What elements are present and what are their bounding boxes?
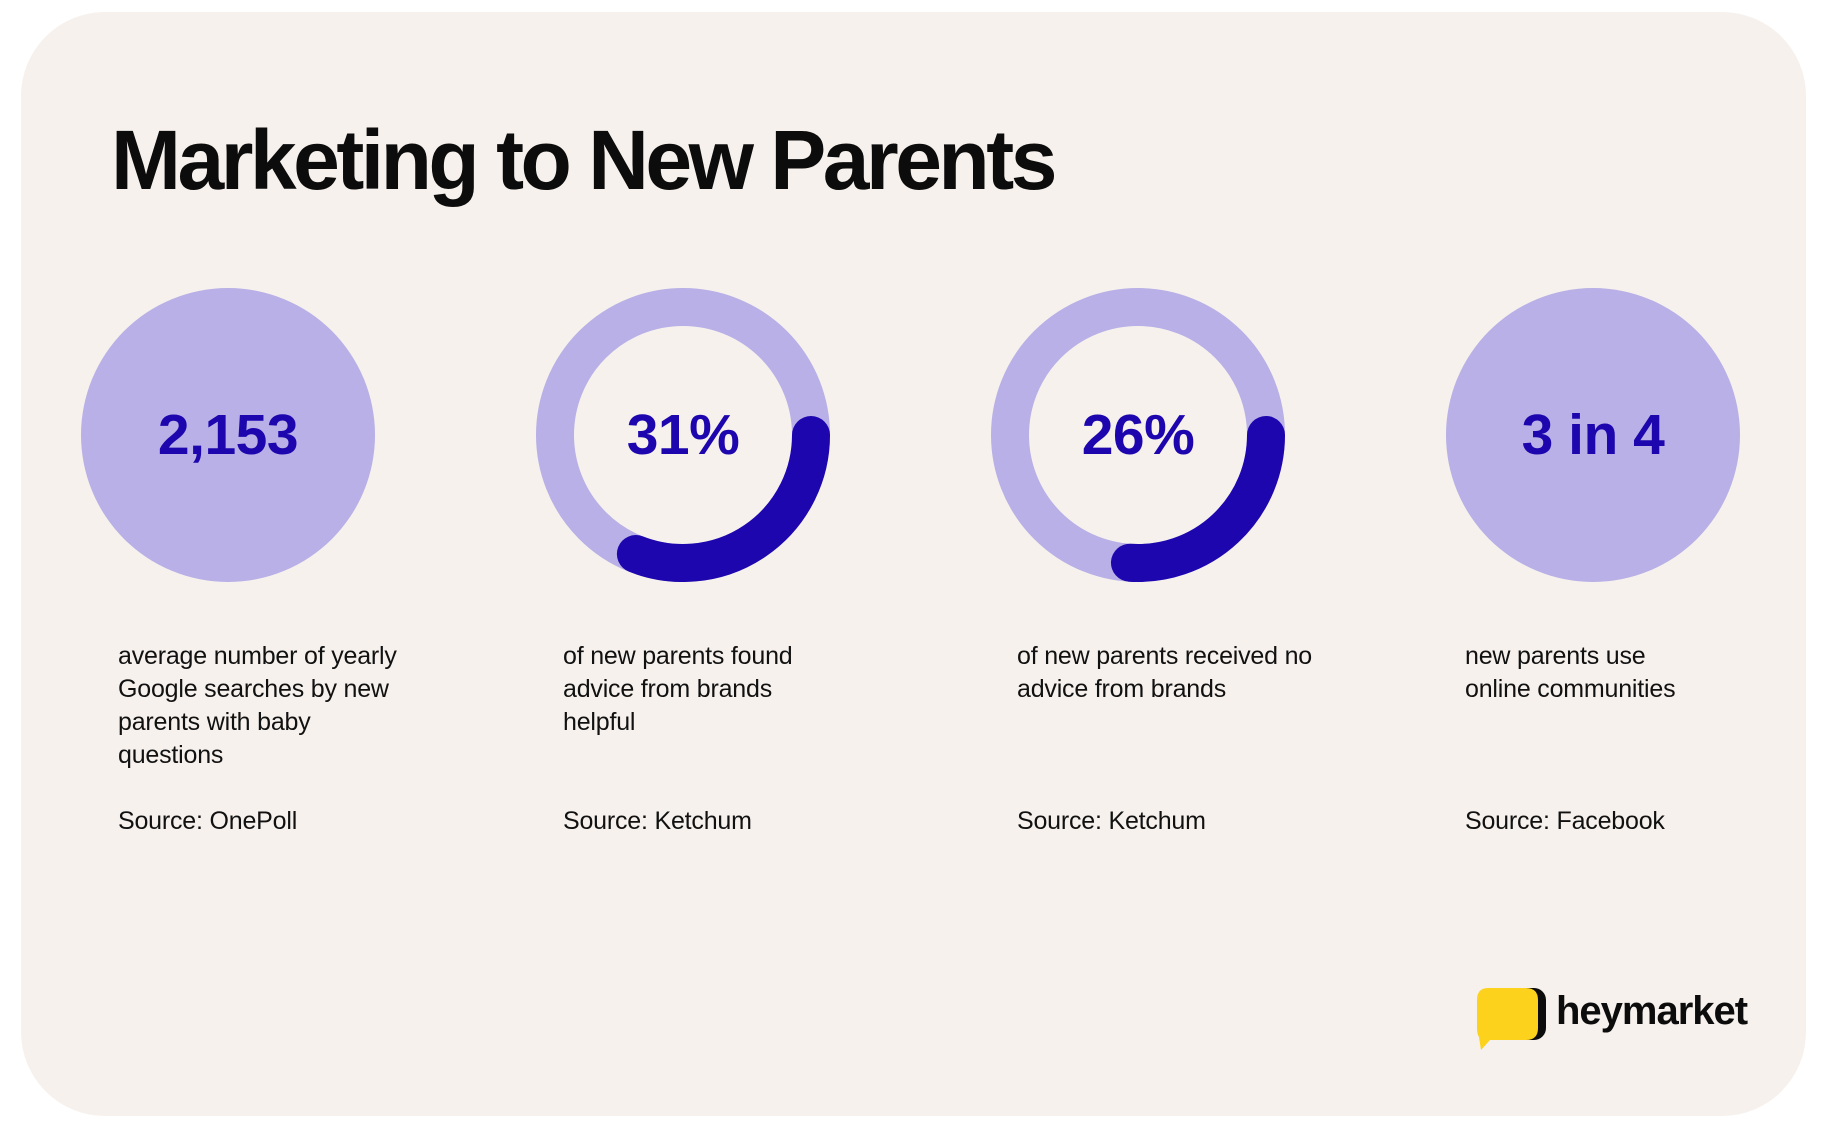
page-title: Marketing to New Parents [111,113,1057,207]
donut-progress-arc [1110,416,1285,582]
stat-value-2: 31% [626,403,740,467]
stat-circle-1: 2,153 [81,288,375,582]
stat-donut-2: 31% [536,288,830,582]
solid-circle-graphic [81,288,375,582]
solid-circle-graphic [1446,288,1740,582]
stat-value-4: 3 in 4 [1521,403,1665,467]
stat-description-1: average number of yearly Google searches… [118,642,397,769]
stat-source-3: Source: Ketchum [1017,807,1206,835]
chat-bubble-icon [1477,988,1546,1050]
stat-value-3: 26% [1081,403,1195,467]
stat-source-4: Source: Facebook [1465,807,1665,835]
infographic-card [21,12,1806,1116]
stat-description-3: of new parents received no advice from b… [1017,642,1312,703]
donut-chart-26 [991,288,1285,582]
stat-description-2: of new parents found advice from brands … [563,642,793,736]
donut-chart-31 [536,288,830,582]
logo-wordmark: heymarket [1556,989,1748,1033]
stat-source-2: Source: Ketchum [563,807,752,835]
stat-donut-3: 26% [991,288,1285,582]
stat-source-1: Source: OnePoll [118,807,298,835]
stat-value-1: 2,153 [157,403,299,467]
stat-circle-4: 3 in 4 [1446,288,1740,582]
heymarket-logo: heymarket [1476,987,1756,1053]
donut-progress-arc [616,416,830,582]
stat-description-4: new parents use online communities [1465,642,1676,703]
